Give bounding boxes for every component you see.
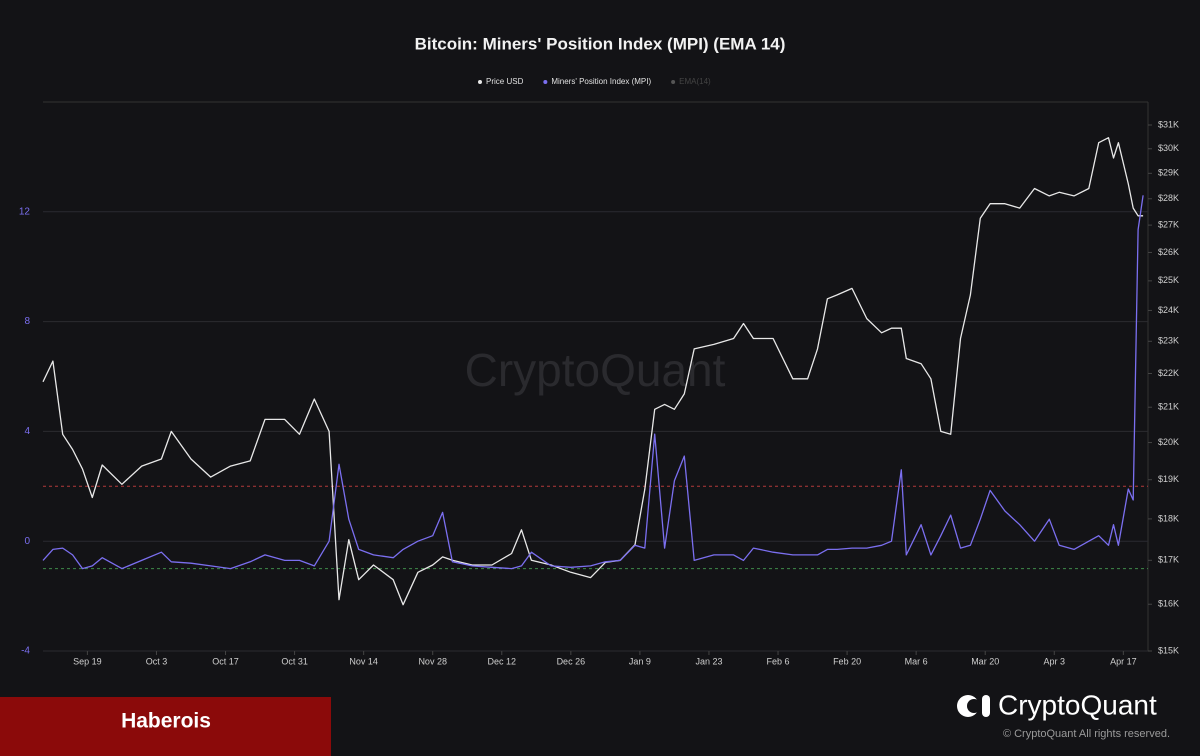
y2-tick-label: $18K bbox=[1158, 513, 1179, 523]
x-tick-label: Dec 26 bbox=[557, 656, 586, 666]
x-tick-label: Jan 9 bbox=[629, 656, 651, 666]
y-tick-label: 12 bbox=[19, 206, 31, 217]
copyright: © CryptoQuant All rights reserved. bbox=[1003, 728, 1170, 740]
legend-label: Miners' Position Index (MPI) bbox=[551, 77, 651, 86]
legend: Price USD Miners' Position Index (MPI) EMA… bbox=[478, 77, 711, 86]
y-tick-label: 8 bbox=[24, 316, 30, 327]
x-tick-label: Oct 31 bbox=[281, 656, 308, 666]
x-tick-label: Feb 6 bbox=[767, 656, 790, 666]
logo-text: CryptoQuant bbox=[998, 689, 1157, 720]
x-tick-label: Nov 14 bbox=[349, 656, 378, 666]
legend-marker bbox=[671, 80, 676, 84]
legend-marker bbox=[543, 80, 548, 84]
y2-tick-label: $22K bbox=[1158, 368, 1179, 378]
y-tick-label: 4 bbox=[24, 426, 30, 437]
y2-tick-label: $19K bbox=[1158, 474, 1179, 484]
series-line bbox=[42, 137, 1144, 606]
x-tick-label: Sep 19 bbox=[73, 656, 102, 666]
y-tick-label: -4 bbox=[21, 646, 30, 657]
y2-tick-label: $21K bbox=[1158, 402, 1179, 412]
logo-icon bbox=[957, 695, 990, 717]
y2-tick-label: $25K bbox=[1158, 275, 1179, 285]
x-tick-label: Nov 28 bbox=[418, 656, 447, 666]
y-tick-label: 0 bbox=[24, 536, 30, 547]
x-tick-label: Jan 23 bbox=[695, 656, 722, 666]
x-tick-label: Oct 17 bbox=[212, 656, 239, 666]
legend-label: EMA(14) bbox=[679, 77, 711, 86]
series-line bbox=[42, 195, 1144, 570]
x-tick-label: Mar 6 bbox=[905, 656, 928, 666]
watermark: CryptoQuant bbox=[465, 344, 726, 396]
chart-title: Bitcoin: Miners' Position Index (MPI) (E… bbox=[415, 34, 786, 53]
y2-tick-label: $30K bbox=[1158, 143, 1179, 153]
y2-tick-label: $16K bbox=[1158, 599, 1179, 609]
badge-text: Haberois bbox=[121, 710, 211, 733]
legend-marker bbox=[478, 80, 482, 84]
y2-tick-label: $15K bbox=[1158, 645, 1179, 655]
x-tick-label: Feb 20 bbox=[833, 656, 861, 666]
y2-tick-label: $31K bbox=[1158, 119, 1179, 129]
y2-tick-label: $23K bbox=[1158, 336, 1179, 346]
y2-tick-label: $28K bbox=[1158, 193, 1179, 203]
x-tick-label: Oct 3 bbox=[146, 656, 168, 666]
y2-tick-label: $27K bbox=[1158, 219, 1179, 229]
legend-label: Price USD bbox=[486, 77, 524, 86]
y2-tick-label: $24K bbox=[1158, 305, 1179, 315]
badge-box bbox=[0, 697, 331, 756]
x-tick-label: Apr 3 bbox=[1044, 656, 1066, 666]
y2-tick-label: $29K bbox=[1158, 168, 1179, 178]
x-tick-label: Dec 12 bbox=[488, 656, 517, 666]
x-tick-label: Mar 20 bbox=[971, 656, 999, 666]
y2-tick-label: $17K bbox=[1158, 555, 1179, 565]
x-tick-label: Apr 17 bbox=[1110, 656, 1137, 666]
y2-tick-label: $26K bbox=[1158, 247, 1179, 257]
y2-tick-label: $20K bbox=[1158, 437, 1179, 447]
